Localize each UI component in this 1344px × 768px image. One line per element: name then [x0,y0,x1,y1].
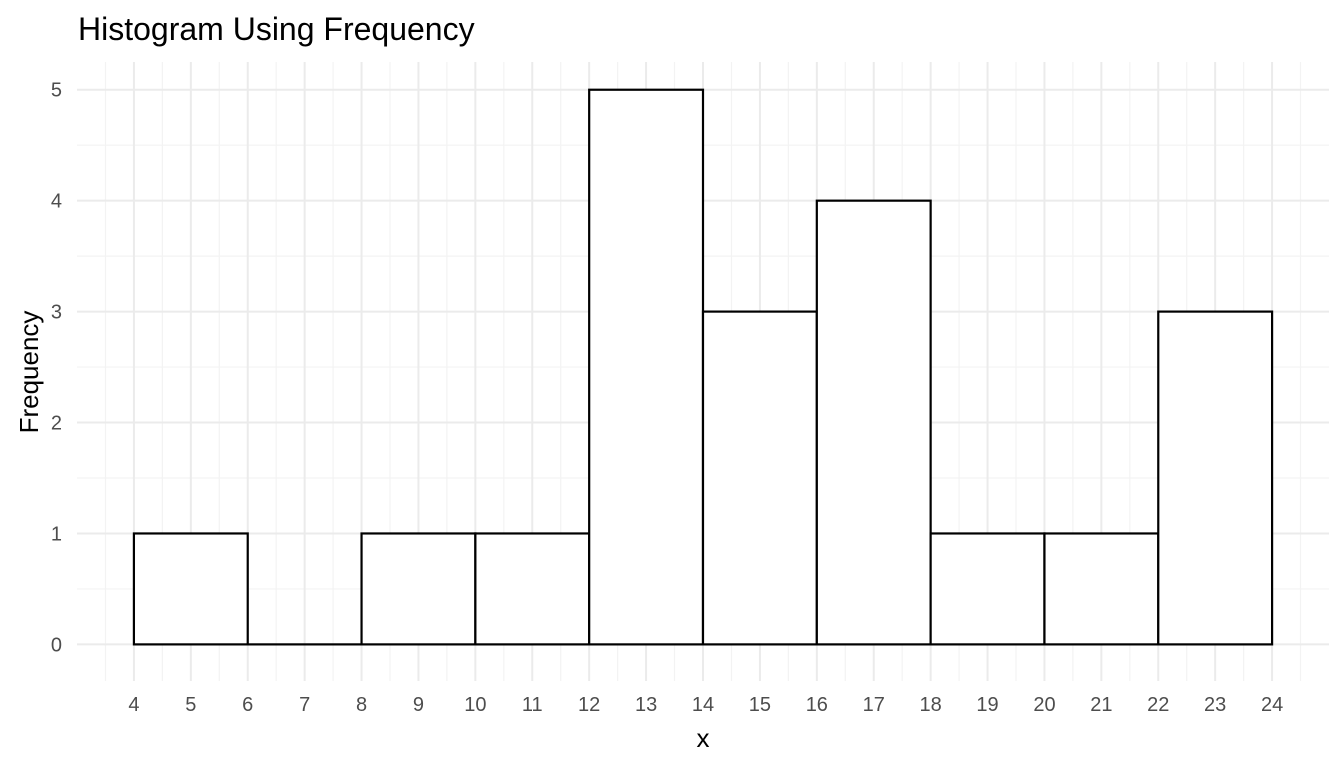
x-tick-label: 11 [522,694,543,716]
x-axis-title: x [697,723,710,753]
y-axis-ticks: 0 1 2 3 4 5 [51,80,62,657]
x-tick-label: 22 [1147,694,1169,716]
x-tick-label: 7 [299,694,310,716]
histogram-bar [1157,310,1274,646]
histogram-bar [132,532,249,646]
y-tick-label: 5 [51,80,62,102]
x-tick-label: 9 [413,694,424,716]
x-tick-label: 20 [1033,694,1055,716]
histogram-bar [360,532,477,646]
x-tick-label: 16 [806,694,828,716]
histogram-bar [701,310,818,646]
y-tick-label: 2 [51,413,62,435]
x-tick-label: 19 [976,694,998,716]
histogram-bar [474,532,591,646]
x-tick-label: 23 [1204,694,1226,716]
x-tick-label: 8 [356,694,367,716]
histogram-bar [815,199,932,646]
y-axis-title: Frequency [14,311,44,434]
x-axis-ticks: 4 5 6 7 8 9 10 11 12 13 14 15 16 17 18 19 20 21 22 23 24 [128,694,1283,716]
chart-title: Histogram Using Frequency [78,11,475,47]
y-tick-label: 1 [51,523,62,545]
y-tick-label: 3 [51,302,62,324]
x-tick-label: 24 [1261,694,1283,716]
x-tick-label: 21 [1090,694,1112,716]
x-tick-label: 10 [464,694,486,716]
x-tick-label: 15 [749,694,771,716]
x-tick-label: 5 [185,694,196,716]
y-tick-label: 0 [51,634,62,656]
x-tick-label: 18 [920,694,942,716]
y-tick-label: 4 [51,191,62,213]
x-tick-label: 13 [635,694,657,716]
x-tick-label: 6 [242,694,253,716]
histogram-bar [588,88,705,646]
x-tick-label: 4 [128,694,139,716]
bars [132,88,1274,646]
x-tick-label: 17 [863,694,885,716]
histogram-bar [1043,532,1160,646]
x-tick-label: 12 [578,694,600,716]
histogram-bar [929,532,1046,646]
x-tick-label: 14 [692,694,714,716]
